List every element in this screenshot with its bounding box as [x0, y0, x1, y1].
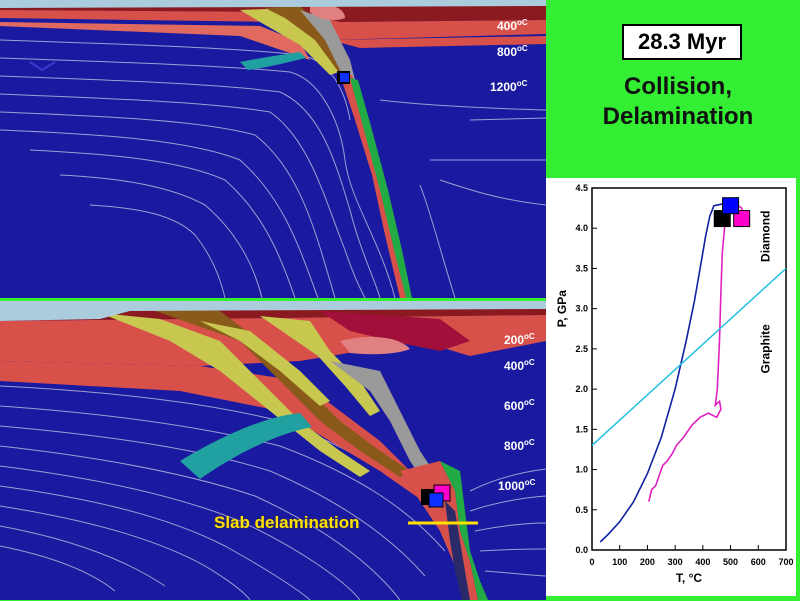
y-tick-label: 1.5 [575, 424, 588, 434]
stage-title-line-2: Delamination [602, 103, 754, 130]
x-axis-label: T, °C [676, 571, 702, 585]
x-tick-label: 600 [751, 557, 766, 567]
slab-delamination-label: Slab delamination [214, 513, 360, 532]
pt-marker-2 [722, 197, 740, 215]
series-line-0 [599, 203, 731, 543]
isotherm-label-200-bottom: 200oC [504, 332, 535, 347]
x-tick-label: 300 [668, 557, 683, 567]
region-label-diamond: Diamond [758, 211, 772, 262]
plot-frame [591, 187, 787, 551]
x-tick-label: 100 [612, 557, 627, 567]
series-line-1 [648, 203, 744, 502]
y-tick-label: 3.0 [575, 304, 588, 314]
region-label-graphite: Graphite [758, 324, 772, 374]
y-tick-label: 2.0 [575, 384, 588, 394]
chart-axes: 0 100 200 300 400 500 600 700 0.0 0.5 1.0 1.5 2.0 2.5… [575, 183, 793, 567]
y-tick-label: 0.0 [575, 545, 588, 555]
model-panel-top [0, 0, 546, 298]
chart-plot-area [592, 203, 786, 543]
isotherm-label-600-bottom: 600oC [504, 398, 535, 413]
y-tick-label: 2.5 [575, 344, 588, 354]
y-tick-label: 4.5 [575, 183, 588, 193]
stage-title: Collision, Delamination [578, 72, 778, 132]
isotherm-label-1000-bottom: 1000oC [498, 478, 536, 493]
isotherm-label-400-top: 400oC [497, 18, 528, 33]
model-snapshot-top [0, 0, 546, 298]
y-tick-label: 3.5 [575, 263, 588, 273]
series-line-2 [592, 267, 786, 446]
isotherm-label-400-bottom: 400oC [504, 358, 535, 373]
pt-chart-svg: 0 100 200 300 400 500 600 700 0.0 0.5 1.0 1.5 2.0 2.5… [555, 183, 794, 585]
model-panel-bottom [0, 301, 546, 600]
stage-title-line-1: Collision, [624, 73, 732, 100]
y-axis-label: P, GPa [555, 290, 569, 327]
model-time-label: 28.3 Myr [622, 24, 742, 60]
isotherm-label-800-bottom: 800oC [504, 438, 535, 453]
pt-path-chart: 0 100 200 300 400 500 600 700 0.0 0.5 1.0 1.5 2.0 2.5… [546, 178, 796, 596]
x-tick-label: 700 [778, 557, 793, 567]
x-tick-label: 0 [589, 557, 594, 567]
model-snapshot-bottom [0, 301, 546, 600]
chart-labels: T, °C P, GPa Diamond Graphite [555, 211, 772, 585]
x-tick-label: 500 [723, 557, 738, 567]
x-tick-label: 400 [695, 557, 710, 567]
y-tick-label: 1.0 [575, 465, 588, 475]
y-tick-label: 0.5 [575, 505, 588, 515]
x-tick-label: 200 [640, 557, 655, 567]
isotherm-label-1200-top: 1200oC [490, 79, 528, 94]
chart-markers [713, 197, 751, 228]
pt-marker-1 [733, 210, 751, 228]
y-tick-label: 4.0 [575, 223, 588, 233]
isotherm-label-800-top: 800oC [497, 44, 528, 59]
